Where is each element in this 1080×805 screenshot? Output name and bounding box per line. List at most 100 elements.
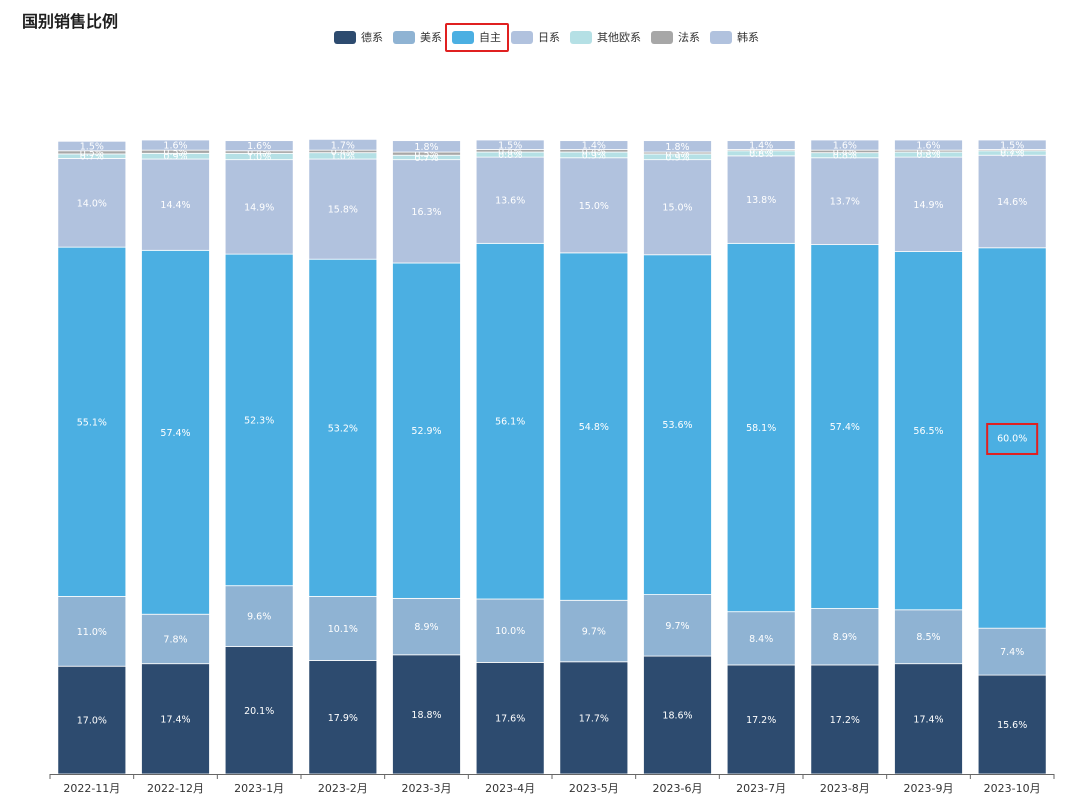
bar-segment[interactable] (308, 138, 378, 151)
bar-segment[interactable] (224, 253, 294, 587)
data-label: 17.4% (913, 714, 943, 725)
bar-segment[interactable] (475, 662, 545, 775)
data-label: 17.2% (830, 715, 860, 726)
data-label: 1.0% (331, 151, 355, 162)
bar-segment[interactable] (643, 655, 712, 775)
bar-segment[interactable] (57, 157, 127, 248)
bar-segment[interactable] (894, 663, 963, 775)
data-label: 13.7% (830, 197, 860, 208)
bar-segment[interactable] (141, 249, 210, 615)
bar-segment[interactable] (894, 156, 963, 252)
data-label: 1.6% (916, 141, 940, 152)
legend-label: 韩系 (737, 31, 759, 44)
bar-segment[interactable] (141, 139, 210, 151)
x-tick-label: 2023-10月 (984, 782, 1041, 795)
data-label: 9.7% (665, 621, 689, 632)
data-label: 8.9% (833, 632, 857, 643)
bar-segment[interactable] (392, 140, 461, 153)
data-label: 0.4% (498, 146, 522, 157)
data-label: 0.2% (749, 146, 773, 157)
bar-segment[interactable] (894, 139, 963, 151)
bar-segment[interactable] (894, 251, 963, 611)
bar-segment[interactable] (392, 654, 461, 775)
legend-label: 其他欧系 (597, 31, 641, 44)
bar-segment[interactable] (57, 596, 127, 667)
bar-segment[interactable] (559, 252, 629, 601)
legend-item[interactable]: 日系 (511, 29, 560, 45)
bar-segment[interactable] (643, 254, 712, 595)
page-title: 国别销售比例 (22, 12, 119, 31)
data-label: 17.2% (746, 715, 776, 726)
bar-segment[interactable] (726, 611, 796, 666)
bar-segment[interactable] (224, 585, 294, 647)
bar-segment[interactable] (726, 140, 796, 150)
bar-segment[interactable] (392, 159, 461, 264)
bar-segment[interactable] (475, 242, 545, 600)
data-label: 13.8% (746, 195, 776, 206)
data-label: 0.4% (331, 147, 355, 158)
data-label: 9.6% (247, 612, 271, 623)
data-label: 14.9% (913, 200, 943, 211)
data-label: 0.8% (498, 150, 522, 161)
data-label: 18.6% (662, 711, 692, 722)
data-label: 52.9% (411, 426, 441, 437)
bar-segment[interactable] (141, 613, 210, 665)
bar-segment[interactable] (392, 597, 461, 656)
data-label: 8.4% (749, 634, 773, 645)
bar-segment[interactable] (224, 646, 294, 775)
data-label: 1.6% (833, 141, 857, 152)
data-label: 15.8% (328, 205, 358, 216)
data-label: 1.8% (665, 142, 689, 153)
bar-segment[interactable] (977, 154, 1047, 249)
data-label: 14.0% (77, 198, 107, 209)
bar-segment[interactable] (475, 139, 545, 150)
bar-segment[interactable] (559, 599, 629, 663)
x-tick-label: 2023-1月 (234, 782, 284, 795)
bar-segment[interactable] (141, 158, 210, 251)
x-tick-label: 2023-9月 (904, 782, 954, 795)
bar-segment[interactable] (977, 139, 1047, 150)
bar-segment[interactable] (726, 242, 796, 613)
bar-segment[interactable] (308, 596, 378, 661)
legend-item[interactable]: 自主 (445, 23, 509, 52)
bar-segment[interactable] (475, 156, 545, 244)
bar-segment[interactable] (392, 262, 461, 599)
legend-item[interactable]: 法系 (651, 29, 700, 45)
bar-segment[interactable] (643, 140, 712, 153)
bar-segment[interactable] (643, 594, 712, 657)
x-tick-label: 2023-4月 (485, 782, 535, 795)
bar-segment[interactable] (977, 247, 1047, 629)
bar-segment[interactable] (141, 663, 210, 775)
legend-label: 法系 (678, 31, 700, 44)
data-label: 57.4% (160, 428, 190, 439)
legend-item[interactable]: 美系 (393, 29, 442, 45)
legend-swatch (511, 30, 533, 44)
bar-segment[interactable] (643, 159, 712, 256)
bar-segment[interactable] (726, 664, 796, 775)
bar-segment[interactable] (810, 157, 880, 246)
bar-segment[interactable] (224, 159, 294, 255)
bar-segment[interactable] (308, 158, 378, 260)
legend-item[interactable]: 其他欧系 (570, 29, 641, 45)
data-label: 56.1% (495, 417, 525, 428)
data-label: 52.3% (244, 415, 274, 426)
bar-segment[interactable] (810, 608, 880, 666)
data-label: 1.7% (331, 140, 355, 151)
bar-segment[interactable] (559, 157, 629, 254)
data-label: 1.0% (247, 152, 271, 163)
data-label: 0.8% (833, 151, 857, 162)
bar-segment[interactable] (308, 258, 378, 597)
bar-segment[interactable] (977, 674, 1047, 775)
data-label: 0.5% (163, 147, 187, 158)
bar-segment[interactable] (559, 140, 629, 150)
bar-segment[interactable] (224, 140, 294, 152)
bar-segment[interactable] (57, 140, 127, 152)
data-label: 1.5% (80, 142, 104, 153)
bar-segment[interactable] (894, 609, 963, 665)
bar-segment[interactable] (810, 664, 880, 775)
bar-segment[interactable] (810, 139, 880, 151)
legend-item[interactable]: 德系 (334, 29, 383, 45)
legend-item[interactable]: 韩系 (710, 29, 759, 45)
bar-segment[interactable] (308, 660, 378, 775)
x-tick-label: 2023-5月 (569, 782, 619, 795)
